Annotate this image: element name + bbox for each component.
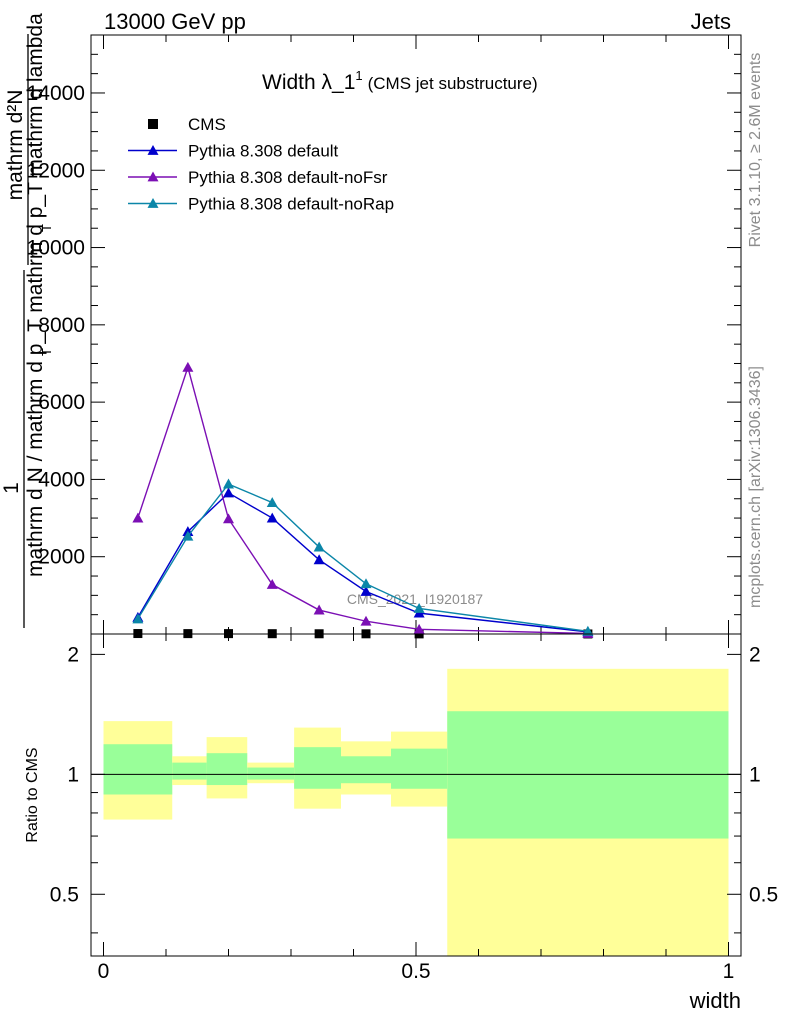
y-label-bottom-subscript: T bbox=[39, 348, 54, 356]
legend-marker-cms bbox=[148, 119, 158, 129]
y-tick-label: 6000 bbox=[38, 391, 85, 414]
y-tick-label: 14000 bbox=[27, 82, 85, 105]
y-label-top-denominator: mathrm d p_T mathrm d lambda bbox=[24, 13, 47, 313]
series-2-point bbox=[223, 513, 234, 524]
series-2-point bbox=[360, 615, 372, 626]
mcplots-label: mcplots.cern.ch [arXiv:1306.3436] bbox=[747, 366, 764, 608]
y-label-bottom-numerator: 1 bbox=[0, 482, 23, 494]
ratio-plot-ticks bbox=[91, 634, 741, 956]
ratio-inner-band bbox=[172, 762, 207, 780]
series-3-point bbox=[582, 625, 594, 636]
series-1-point bbox=[266, 512, 278, 523]
series-3-point bbox=[413, 602, 425, 613]
ratio-plot-panel: 0.5 0.51 12 2 0 0.5 1 Ratio to CMS width bbox=[24, 633, 778, 1013]
legend-marker bbox=[147, 145, 159, 155]
y-label-top-subscript: T bbox=[39, 224, 54, 232]
plot-subtitle: (CMS jet substructure) bbox=[368, 74, 538, 93]
series-2-point bbox=[266, 579, 278, 589]
series-2-point bbox=[413, 623, 425, 634]
legend-entry-label: Pythia 8.308 default bbox=[188, 142, 339, 161]
y-label-bottom-denominator: mathrm d N / mathrm d p_T bbox=[24, 319, 47, 577]
ratio-y-tick-label-right: 2 bbox=[749, 643, 761, 666]
x-axis-label: width bbox=[689, 988, 741, 1013]
x-tick-label: 1 bbox=[723, 960, 735, 983]
ratio-y-tick-label-left: 0.5 bbox=[50, 883, 79, 906]
energy-label: 13000 GeV pp bbox=[104, 9, 246, 34]
legend-entry-label: Pythia 8.308 default-noFsr bbox=[188, 168, 388, 187]
series-3-point bbox=[132, 613, 144, 624]
series-3-point bbox=[313, 541, 325, 552]
plot-title: Width λ_11 (CMS jet substructure) bbox=[262, 68, 538, 94]
series-1-point bbox=[313, 554, 325, 565]
ratio-inner-band bbox=[103, 744, 173, 795]
main-plot-y-tick-labels: 2000 4000 6000 8000 10000 12000 14000 bbox=[27, 82, 85, 569]
ratio-y-axis-label: Ratio to CMS bbox=[24, 747, 41, 842]
ratio-y-tick-label-right: 0.5 bbox=[749, 883, 778, 906]
analysis-watermark: CMS_2021_I1920187 bbox=[347, 591, 483, 607]
main-plot-ticks bbox=[91, 34, 741, 635]
legend-entry-label: CMS bbox=[188, 115, 226, 134]
plot-title-main: Width λ_1 bbox=[262, 71, 355, 94]
legend-marker bbox=[147, 198, 159, 208]
series-line-1 bbox=[137, 492, 588, 633]
ratio-y-tick-labels: 0.5 0.5 1 1 2 2 bbox=[50, 643, 778, 906]
ratio-inner-band bbox=[247, 767, 295, 780]
main-y-axis-label: mathrm d²N mathrm d p_T mathrm d lambda … bbox=[0, 13, 54, 628]
series-3-point bbox=[266, 497, 278, 508]
ratio-inner-band bbox=[391, 748, 448, 789]
legend-marker bbox=[147, 171, 159, 182]
series-1-point bbox=[360, 585, 372, 596]
process-label: Jets bbox=[691, 9, 731, 34]
ratio-y-tick-label-left: 1 bbox=[67, 763, 79, 786]
series-line-3 bbox=[137, 483, 588, 632]
series-2-point bbox=[313, 604, 325, 615]
y-tick-label: 10000 bbox=[27, 237, 85, 260]
y-tick-label: 12000 bbox=[27, 159, 85, 182]
x-tick-labels: 0 0.5 1 bbox=[98, 960, 735, 983]
series-line-2 bbox=[137, 364, 588, 635]
series-2-point bbox=[132, 512, 144, 523]
series-3-point bbox=[360, 578, 372, 589]
series-3-point bbox=[223, 478, 234, 489]
ratio-y-tick-label-left: 2 bbox=[67, 643, 79, 666]
y-tick-label: 4000 bbox=[38, 468, 85, 491]
series-2-point bbox=[182, 361, 194, 372]
legend-entry-label: Pythia 8.308 default-noRap bbox=[188, 195, 394, 214]
ratio-bands bbox=[103, 668, 729, 956]
ratio-inner-band bbox=[447, 711, 729, 839]
y-label-top-numerator: mathrm d²N bbox=[4, 90, 27, 201]
y-tick-label: 8000 bbox=[38, 314, 85, 337]
ratio-inner-band bbox=[341, 756, 391, 784]
y-tick-label: 2000 bbox=[38, 546, 85, 569]
series-3-point bbox=[182, 530, 194, 541]
ratio-inner-band bbox=[206, 753, 248, 786]
x-tick-label: 0.5 bbox=[401, 960, 430, 983]
plot-title-superscript: 1 bbox=[355, 68, 362, 83]
series-1-point bbox=[223, 487, 234, 498]
ratio-inner-band bbox=[294, 747, 341, 789]
legend: CMS Pythia 8.308 default Pythia 8.308 defa… bbox=[128, 115, 394, 214]
rivet-version-label: Rivet 3.1.10, ≥ 2.6M events bbox=[747, 53, 764, 248]
main-plot-panel: 2000 4000 6000 8000 10000 12000 14000 CMS_2021… bbox=[27, 34, 742, 639]
x-tick-label: 0 bbox=[98, 960, 110, 983]
ratio-y-tick-label-right: 1 bbox=[749, 763, 761, 786]
